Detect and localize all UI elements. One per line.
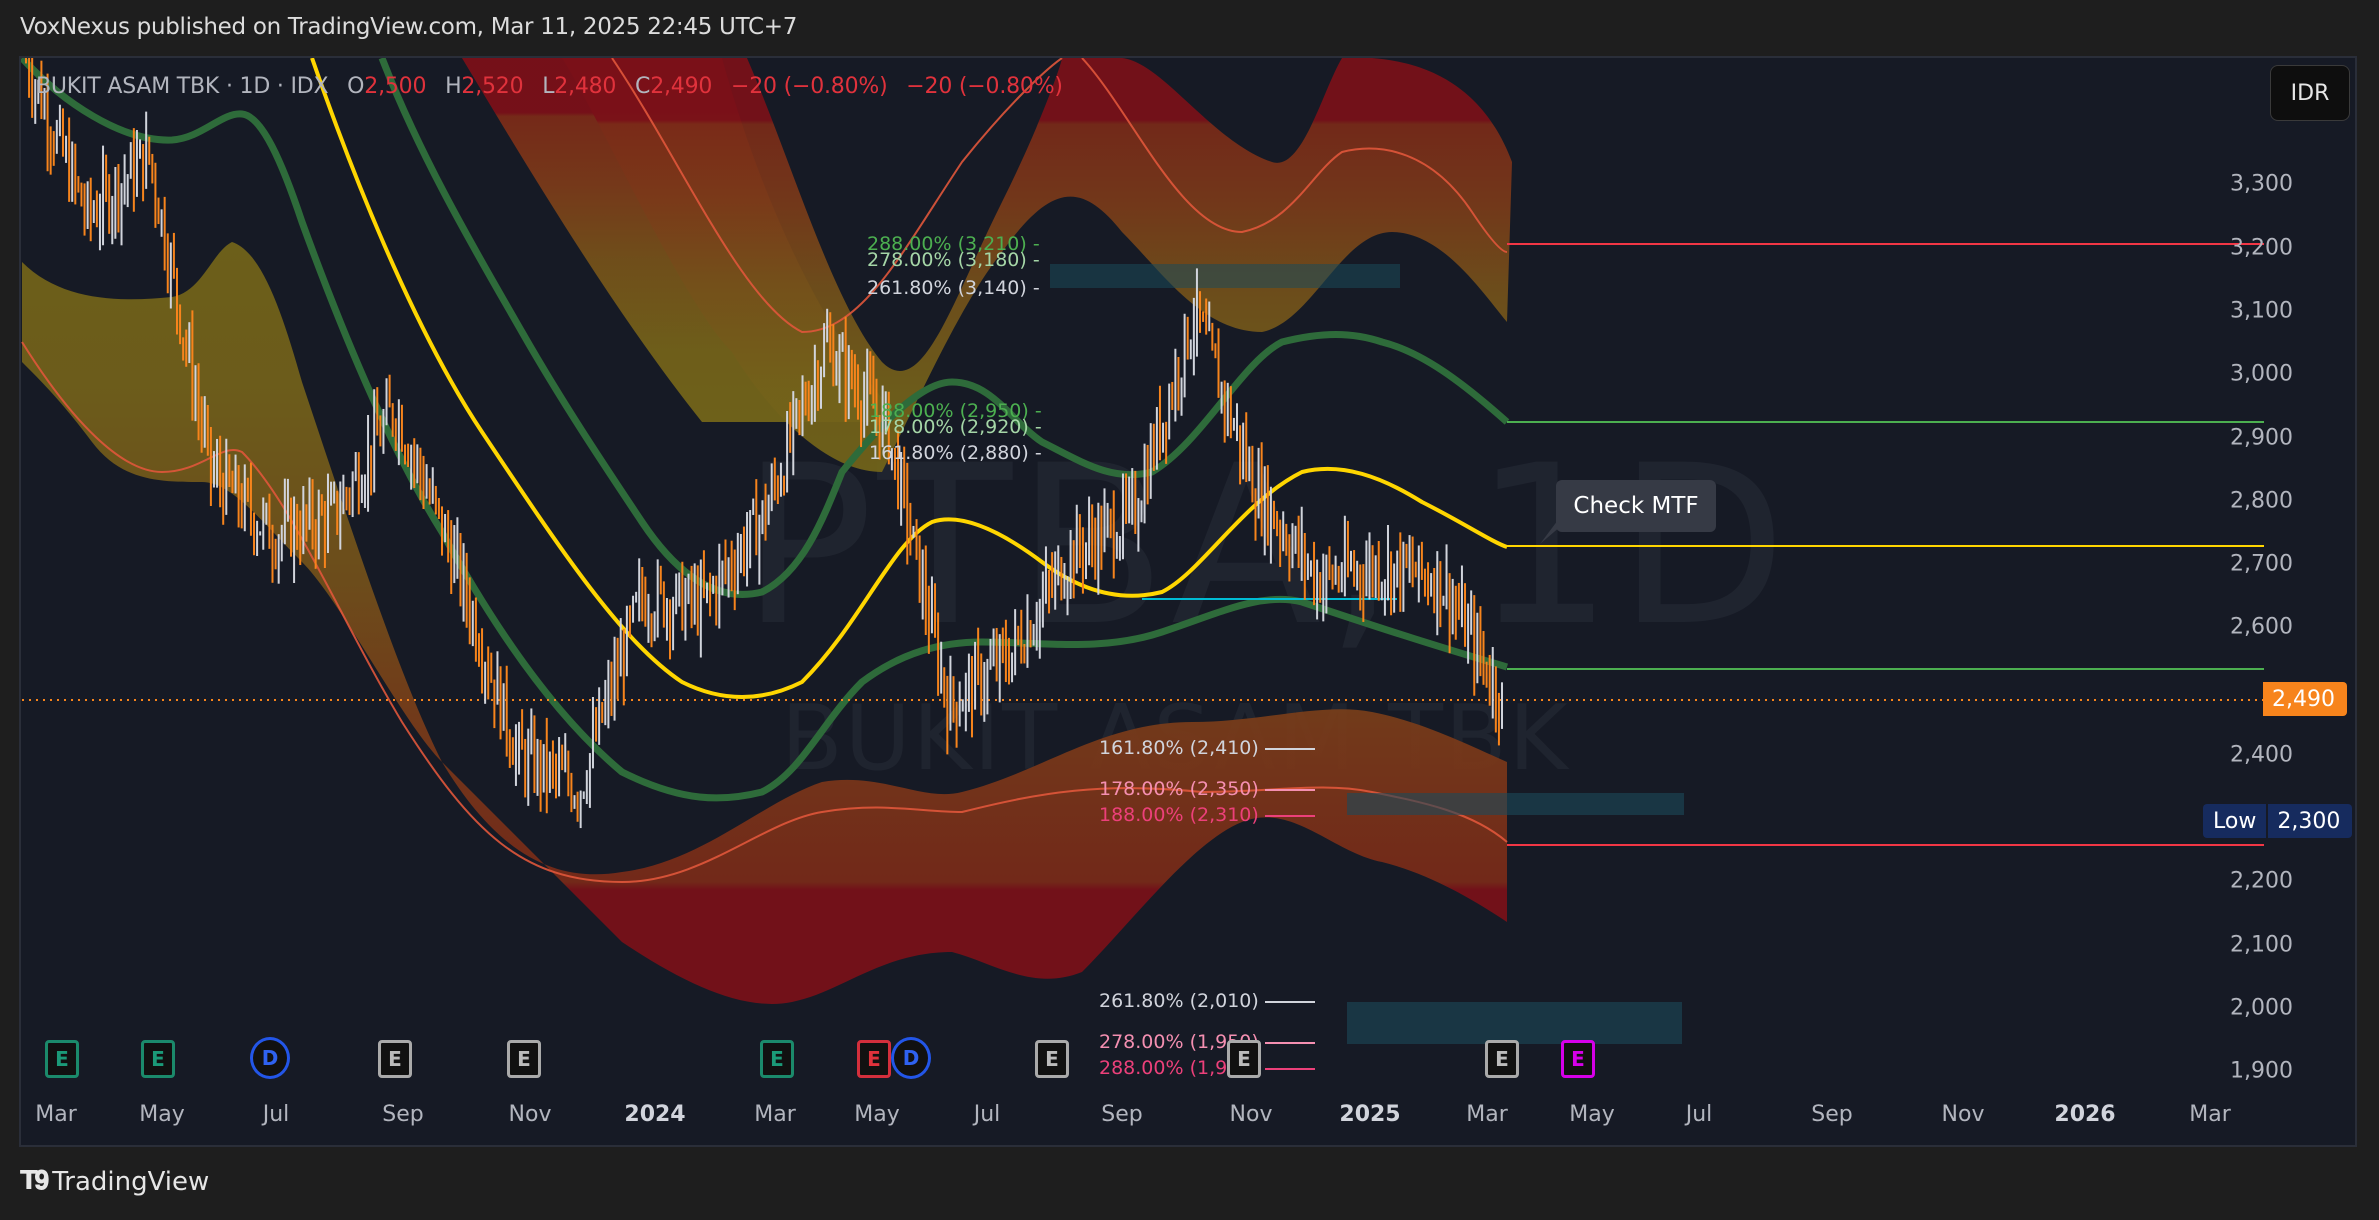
change-value: −20 (−0.80%) [730, 74, 888, 99]
time-tick: Sep [382, 1102, 424, 1127]
time-tick: 2025 [1339, 1102, 1401, 1127]
last-price-badge: 2,490 [2263, 682, 2347, 716]
low-badge: Low 2,300 [2203, 804, 2353, 838]
high-value: 2,520 [461, 74, 524, 99]
change-value-2: −20 (−0.80%) [906, 74, 1063, 99]
price-tick: 2,700 [2230, 551, 2293, 577]
time-tick: Mar [35, 1102, 77, 1127]
time-tick: Mar [2189, 1102, 2231, 1127]
price-tick: 2,100 [2230, 932, 2293, 958]
dividend-icon[interactable]: D [250, 1037, 290, 1079]
fib-label: 178.00% (2,350) [1099, 778, 1259, 800]
earnings-icon[interactable]: E [760, 1040, 794, 1078]
time-tick: May [139, 1102, 185, 1127]
earnings-icon[interactable]: E [1227, 1040, 1261, 1078]
dividend-icon[interactable]: D [891, 1037, 931, 1079]
time-tick: Jul [1685, 1102, 1713, 1127]
earnings-icon[interactable]: E [378, 1040, 412, 1078]
chart-pane[interactable]: PTBA, 1D BUKIT ASAM TBK [19, 56, 2357, 1147]
midline [310, 58, 1508, 699]
price-tick: 2,000 [2230, 995, 2293, 1021]
time-tick: Mar [1466, 1102, 1508, 1127]
price-tick: 3,200 [2230, 235, 2293, 261]
low-badge-value: 2,300 [2268, 804, 2353, 838]
price-tick: 2,200 [2230, 868, 2293, 894]
lower-band-fill [22, 242, 1507, 1004]
symbol-name: BUKIT ASAM TBK · 1D · IDX [36, 74, 329, 99]
earnings-icon[interactable]: E [857, 1040, 891, 1078]
low-badge-label: Low [2203, 804, 2267, 838]
price-tick: 1,900 [2230, 1058, 2293, 1084]
earnings-icon[interactable]: E [45, 1040, 79, 1078]
price-tick: 2,400 [2230, 742, 2293, 768]
price-tick: 2,900 [2230, 425, 2293, 451]
earnings-icon[interactable]: E [1485, 1040, 1519, 1078]
fib-label: 188.00% (2,950) - [869, 400, 1042, 422]
time-tick: Sep [1101, 1102, 1143, 1127]
time-tick: 2024 [624, 1102, 686, 1127]
fib-label: 288.00% (1,910) [1099, 1057, 1259, 1079]
zone-middle [1347, 793, 1684, 815]
time-tick: May [1569, 1102, 1615, 1127]
time-tick: Nov [1941, 1102, 1985, 1127]
time-tick: Nov [508, 1102, 552, 1127]
upper-band-fill [467, 58, 1512, 472]
price-plot[interactable] [21, 58, 2357, 1147]
symbol-legend[interactable]: BUKIT ASAM TBK · 1D · IDX O2,500 H2,520 … [36, 74, 1063, 99]
price-tick: 2,600 [2230, 614, 2293, 640]
fib-label: 161.80% (2,410) [1099, 737, 1259, 759]
time-tick: May [854, 1102, 900, 1127]
fib-label: 161.80% (2,880) - [869, 442, 1042, 464]
time-tick: Jul [973, 1102, 1001, 1127]
currency-button[interactable]: IDR [2270, 65, 2350, 121]
time-tick: Nov [1229, 1102, 1273, 1127]
check-mtf-callout[interactable]: Check MTF [1556, 480, 1716, 532]
price-bars [25, 58, 1503, 829]
time-tick: Mar [754, 1102, 796, 1127]
fib-label: 261.80% (2,010) [1099, 990, 1259, 1012]
earnings-icon[interactable]: E [507, 1040, 541, 1078]
fib-label: 188.00% (2,310) [1099, 804, 1259, 826]
time-tick: 2026 [2054, 1102, 2116, 1127]
time-tick: Jul [262, 1102, 290, 1127]
fib-label: 288.00% (3,210) - [867, 233, 1040, 255]
fib-label: 278.00% (1,950) [1099, 1031, 1259, 1053]
green-upper [378, 58, 1510, 598]
fib-ticks-lower [1265, 748, 1315, 1070]
price-tick: 3,000 [2230, 361, 2293, 387]
time-tick: Sep [1811, 1102, 1853, 1127]
fib-label: 178.00% (2,920) - [869, 416, 1042, 438]
tradingview-logo-icon: T𝟗 [20, 1166, 49, 1196]
earnings-icon[interactable]: E [1561, 1040, 1595, 1078]
tradingview-logo[interactable]: T𝟗 TradingView [20, 1166, 210, 1197]
callout-pointer [1540, 520, 1568, 544]
fib-label: 261.80% (3,140) - [867, 277, 1040, 299]
earnings-icon[interactable]: E [141, 1040, 175, 1078]
close-value: 2,490 [650, 74, 713, 99]
publisher-caption: VoxNexus published on TradingView.com, M… [20, 14, 798, 40]
price-tick: 3,300 [2230, 171, 2293, 197]
price-tick: 2,800 [2230, 488, 2293, 514]
fib-label: 278.00% (3,180) - [867, 249, 1040, 271]
open-value: 2,500 [364, 74, 427, 99]
earnings-icon[interactable]: E [1035, 1040, 1069, 1078]
price-tick: 3,100 [2230, 298, 2293, 324]
low-value: 2,480 [554, 74, 617, 99]
zone-lower [1347, 1002, 1682, 1044]
zone-upper [1050, 264, 1400, 288]
